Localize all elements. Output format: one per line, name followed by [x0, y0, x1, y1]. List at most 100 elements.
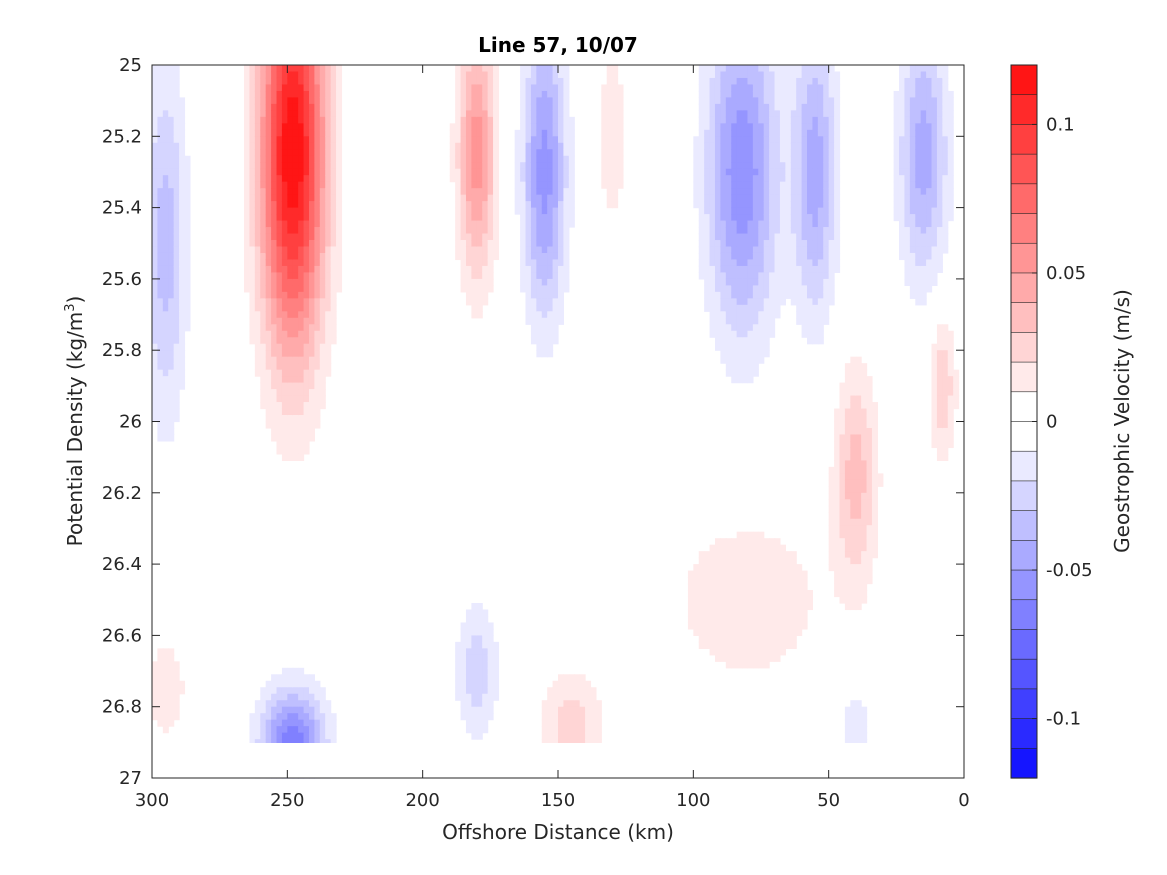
heatmap-cell	[687, 590, 694, 598]
heatmap-cell	[920, 272, 927, 280]
heatmap-cell	[271, 732, 278, 740]
heatmap-cell	[568, 680, 575, 688]
heatmap-cell	[931, 220, 938, 228]
heatmap-cell	[281, 103, 288, 111]
heatmap-cell	[801, 298, 808, 306]
heatmap-cell	[476, 201, 483, 209]
heatmap-cell	[319, 246, 326, 254]
heatmap-cell	[931, 129, 938, 137]
heatmap-cell	[893, 194, 900, 202]
heatmap-cell	[828, 168, 835, 176]
heatmap-cell	[168, 311, 175, 319]
heatmap-cell	[530, 207, 537, 215]
heatmap-cell	[725, 265, 732, 274]
heatmap-cell	[271, 350, 278, 358]
heatmap-cell	[725, 227, 732, 235]
heatmap-cell	[698, 220, 705, 228]
heatmap-cell	[476, 311, 483, 319]
colorbar-band	[1010, 718, 1038, 749]
heatmap-cell	[287, 434, 294, 442]
heatmap-cell	[319, 129, 326, 137]
heatmap-cell	[747, 635, 754, 643]
heatmap-cell	[254, 97, 261, 105]
heatmap-cell	[871, 525, 878, 533]
heatmap-cell	[720, 570, 727, 578]
heatmap-cell	[336, 220, 343, 228]
heatmap-cell	[244, 240, 251, 248]
heatmap-cell	[947, 149, 954, 157]
heatmap-cell	[325, 136, 332, 144]
heatmap-cell	[915, 246, 922, 254]
heatmap-cell	[325, 330, 332, 338]
heatmap-cell	[471, 227, 478, 235]
heatmap-cell	[812, 65, 819, 73]
heatmap-cell	[319, 90, 326, 99]
heatmap-cell	[476, 77, 483, 86]
heatmap-cell	[536, 123, 543, 131]
heatmap-cell	[725, 311, 732, 319]
heatmap-cell	[465, 110, 472, 118]
heatmap-cell	[173, 395, 180, 403]
heatmap-cell	[763, 168, 770, 176]
heatmap-cell	[168, 259, 175, 267]
heatmap-cell	[758, 65, 765, 73]
heatmap-cell	[747, 577, 754, 585]
heatmap-cell	[254, 252, 261, 261]
heatmap-cell	[812, 194, 819, 202]
heatmap-cell	[179, 162, 186, 170]
heatmap-cell	[796, 317, 803, 325]
heatmap-cell	[774, 304, 781, 312]
heatmap-cell	[173, 90, 180, 99]
heatmap-cell	[742, 77, 749, 86]
heatmap-cell	[157, 240, 164, 248]
heatmap-cell	[693, 609, 700, 617]
heatmap-cell	[276, 285, 283, 293]
heatmap-cell	[779, 298, 786, 306]
heatmap-cell	[530, 337, 537, 345]
heatmap-cell	[308, 162, 315, 170]
heatmap-cell	[812, 90, 819, 99]
heatmap-cell	[720, 162, 727, 170]
heatmap-cell	[920, 142, 927, 150]
heatmap-cell	[173, 363, 180, 371]
heatmap-cell	[281, 447, 288, 455]
heatmap-cell	[460, 667, 467, 675]
heatmap-cell	[812, 207, 819, 215]
heatmap-cell	[942, 233, 949, 241]
heatmap-cell	[287, 285, 294, 293]
heatmap-cell	[325, 278, 332, 286]
heatmap-cell	[319, 278, 326, 286]
heatmap-cell	[298, 84, 305, 92]
heatmap-cell	[747, 557, 754, 565]
heatmap-cell	[731, 201, 738, 209]
heatmap-cell	[736, 298, 743, 306]
heatmap-cell	[844, 427, 851, 436]
heatmap-cell	[336, 97, 343, 105]
heatmap-cell	[714, 570, 721, 578]
heatmap-cell	[926, 116, 933, 124]
heatmap-cell	[742, 538, 749, 546]
heatmap-cell	[482, 628, 489, 636]
heatmap-cell	[558, 207, 565, 215]
heatmap-cell	[709, 298, 716, 306]
heatmap-cell	[184, 201, 191, 209]
heatmap-cell	[947, 427, 954, 436]
heatmap-cell	[325, 129, 332, 137]
heatmap-cell	[828, 103, 835, 111]
heatmap-cell	[179, 149, 186, 157]
heatmap-cell	[585, 700, 592, 708]
heatmap-cell	[828, 499, 835, 507]
heatmap-cell	[769, 84, 776, 92]
heatmap-cell	[319, 382, 326, 390]
heatmap-cell	[855, 421, 862, 429]
heatmap-cell	[725, 90, 732, 99]
heatmap-cell	[168, 181, 175, 189]
heatmap-cell	[779, 168, 786, 176]
heatmap-cell	[292, 175, 299, 183]
heatmap-cell	[693, 577, 700, 585]
heatmap-cell	[471, 726, 478, 734]
heatmap-cell	[330, 123, 337, 131]
heatmap-cell	[931, 136, 938, 144]
heatmap-cell	[465, 252, 472, 261]
heatmap-cell	[520, 265, 527, 274]
